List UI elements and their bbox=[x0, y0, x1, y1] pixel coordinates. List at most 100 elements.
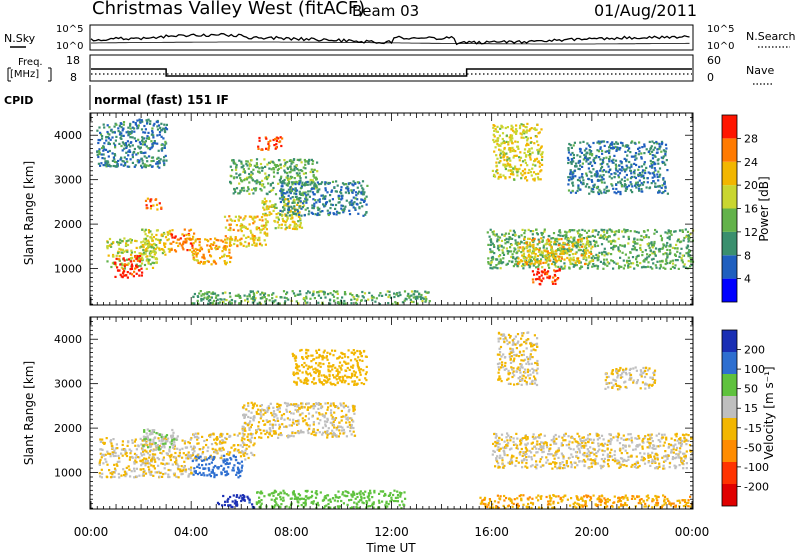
data-cell bbox=[639, 247, 642, 250]
data-cell bbox=[253, 298, 256, 301]
data-cell bbox=[638, 165, 641, 168]
data-cell bbox=[155, 261, 158, 264]
data-cell bbox=[240, 439, 243, 442]
data-cell bbox=[381, 294, 384, 297]
data-cell bbox=[113, 471, 116, 474]
data-cell bbox=[572, 175, 575, 178]
data-cell bbox=[667, 230, 670, 233]
data-cell bbox=[342, 302, 345, 305]
data-cell bbox=[286, 191, 289, 194]
data-cell bbox=[256, 302, 259, 305]
data-cell bbox=[264, 432, 267, 436]
data-cell bbox=[98, 151, 101, 154]
data-cell bbox=[271, 189, 274, 192]
data-cell bbox=[187, 451, 190, 454]
data-cell bbox=[295, 164, 298, 167]
data-cell bbox=[122, 121, 126, 124]
data-cell bbox=[308, 291, 311, 294]
data-cell bbox=[153, 261, 156, 265]
data-cell bbox=[131, 439, 134, 442]
data-cell bbox=[249, 164, 252, 168]
data-cell bbox=[572, 245, 575, 248]
data-cell bbox=[620, 162, 623, 165]
data-cell bbox=[351, 191, 354, 194]
data-cell bbox=[332, 402, 335, 405]
data-cell bbox=[644, 171, 647, 175]
data-cell bbox=[659, 234, 662, 237]
data-cell bbox=[620, 265, 623, 268]
data-cell bbox=[424, 300, 427, 303]
data-cell bbox=[496, 247, 500, 250]
data-cell bbox=[150, 470, 153, 473]
data-cell bbox=[662, 149, 665, 152]
data-cell bbox=[567, 179, 571, 182]
data-cell bbox=[265, 208, 268, 211]
data-cell bbox=[183, 465, 186, 468]
data-cell bbox=[671, 262, 675, 265]
velocity-data-cells bbox=[98, 331, 694, 510]
data-cell bbox=[297, 302, 300, 305]
data-cell bbox=[633, 238, 636, 241]
data-cell bbox=[558, 247, 561, 250]
data-cell bbox=[193, 258, 196, 262]
data-cell bbox=[164, 242, 167, 245]
data-cell bbox=[516, 171, 519, 174]
data-cell bbox=[148, 252, 151, 255]
data-cell bbox=[277, 159, 281, 162]
data-cell bbox=[504, 163, 507, 166]
data-cell bbox=[663, 161, 666, 164]
data-cell bbox=[664, 245, 668, 248]
data-cell bbox=[509, 173, 513, 176]
data-cell bbox=[298, 172, 301, 175]
data-cell bbox=[505, 134, 508, 137]
data-cell bbox=[122, 272, 125, 275]
data-cell bbox=[210, 292, 213, 295]
data-cell bbox=[653, 161, 656, 164]
data-cell bbox=[298, 175, 301, 178]
data-cell bbox=[340, 186, 343, 189]
data-cell bbox=[520, 177, 523, 180]
data-cell bbox=[304, 176, 308, 179]
data-cell bbox=[524, 177, 527, 180]
data-cell bbox=[213, 292, 217, 295]
data-cell bbox=[565, 251, 568, 255]
data-cell bbox=[146, 160, 149, 163]
data-cell bbox=[687, 253, 690, 256]
data-cell bbox=[134, 122, 137, 125]
data-cell bbox=[123, 259, 126, 262]
data-cell bbox=[153, 122, 156, 125]
data-cell bbox=[538, 162, 542, 165]
data-cell bbox=[103, 148, 106, 151]
data-cell bbox=[247, 167, 250, 170]
data-cell bbox=[601, 159, 604, 162]
data-cell bbox=[107, 161, 110, 164]
data-cell bbox=[141, 162, 144, 165]
y-tick-label: 4000 bbox=[54, 129, 82, 142]
data-cell bbox=[115, 254, 118, 257]
data-cell bbox=[651, 172, 654, 175]
data-cell bbox=[529, 245, 532, 248]
data-cell bbox=[252, 297, 255, 300]
data-cell bbox=[603, 228, 606, 232]
data-cell bbox=[210, 443, 214, 446]
data-cell bbox=[258, 436, 261, 439]
data-cell bbox=[529, 264, 532, 267]
data-cell bbox=[347, 189, 350, 193]
data-cell bbox=[576, 257, 579, 260]
data-cell bbox=[196, 438, 199, 441]
colorbar-swatch bbox=[722, 185, 737, 209]
data-cell bbox=[288, 180, 291, 183]
data-cell bbox=[500, 262, 503, 265]
data-cell bbox=[287, 298, 290, 301]
data-cell bbox=[342, 428, 345, 431]
data-cell bbox=[96, 150, 99, 154]
data-cell bbox=[662, 253, 665, 256]
data-cell bbox=[615, 141, 618, 144]
data-cell bbox=[502, 257, 505, 260]
data-cell bbox=[163, 463, 167, 466]
data-cell bbox=[684, 228, 687, 231]
data-cell bbox=[264, 177, 267, 180]
data-cell bbox=[253, 235, 256, 238]
data-cell bbox=[106, 132, 110, 135]
data-cell bbox=[289, 191, 292, 194]
